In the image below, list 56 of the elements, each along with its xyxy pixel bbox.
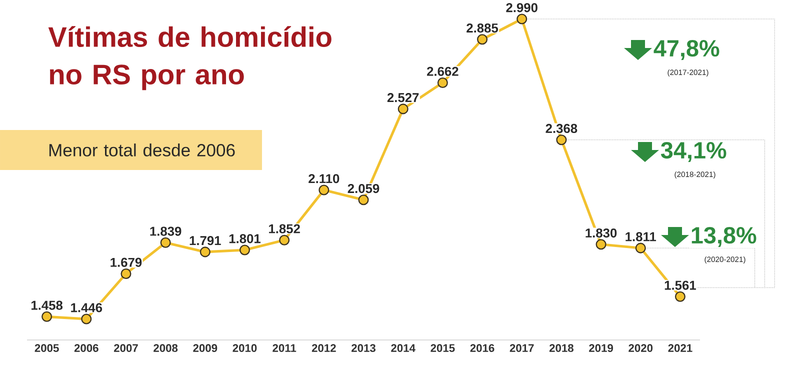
data-label: 2.110 — [308, 174, 340, 184]
x-tick-label: 2017 — [510, 344, 534, 352]
data-label: 2.059 — [348, 184, 380, 194]
x-tick-label: 2016 — [470, 344, 494, 352]
point — [477, 34, 488, 45]
annotation: 47,8% — [654, 40, 720, 60]
data-label: 2.368 — [546, 124, 578, 134]
data-label: 1.830 — [586, 228, 617, 238]
data-label: 1.811 — [626, 232, 656, 242]
point — [120, 268, 132, 279]
data-label: 1.561 — [664, 280, 696, 290]
data-label: 2.885 — [466, 23, 498, 33]
point — [556, 134, 567, 146]
x-tick-label: 2011 — [272, 344, 296, 352]
x-tick-label: 2014 — [391, 344, 416, 352]
data-label: 2.990 — [506, 3, 538, 12]
point — [596, 239, 606, 250]
data-label: 1.446 — [71, 303, 102, 312]
x-tick-label: 2013 — [352, 344, 376, 352]
data-label: 1.791 — [190, 236, 221, 246]
text: Vítimas de homicídio no RS por ano — [48, 26, 332, 90]
annotation: 13,8% — [692, 227, 756, 247]
text: Menor total desde 2006 — [49, 144, 235, 156]
x-tick-label: 2010 — [232, 344, 257, 352]
point — [81, 314, 92, 324]
point — [239, 244, 250, 256]
data-label: 1.852 — [269, 224, 300, 234]
x-tick-label: 2020 — [628, 344, 653, 352]
x-tick-label: 2005 — [34, 344, 59, 352]
point — [42, 311, 52, 322]
point — [516, 14, 528, 24]
x-tick-label: 2007 — [114, 344, 138, 352]
x-tick-label: 2021 — [668, 344, 692, 352]
data-label: 1.801 — [229, 234, 260, 244]
data-label: 2.527 — [387, 93, 419, 102]
point — [437, 77, 448, 88]
point — [635, 242, 646, 254]
x-tick-label: 2008 — [154, 344, 178, 352]
data-label: 2.662 — [427, 66, 458, 76]
data-label: 1.679 — [110, 258, 142, 267]
annotation: 34,1% — [660, 142, 726, 162]
x-tick-label: 2015 — [430, 344, 455, 352]
x-tick-label: 2006 — [74, 344, 98, 352]
data-label: 1.458 — [31, 300, 63, 310]
x-tick-label: 2018 — [549, 344, 574, 352]
x-tick-label: 2009 — [193, 344, 218, 352]
point — [200, 246, 210, 258]
data-label: 1.839 — [150, 226, 182, 236]
point — [674, 291, 686, 302]
x-tick-label: 2019 — [589, 344, 614, 352]
x-tick-label: 2012 — [312, 344, 336, 352]
point — [398, 104, 408, 114]
point — [318, 184, 330, 196]
point — [358, 194, 369, 206]
point — [160, 237, 171, 248]
point — [279, 234, 290, 246]
